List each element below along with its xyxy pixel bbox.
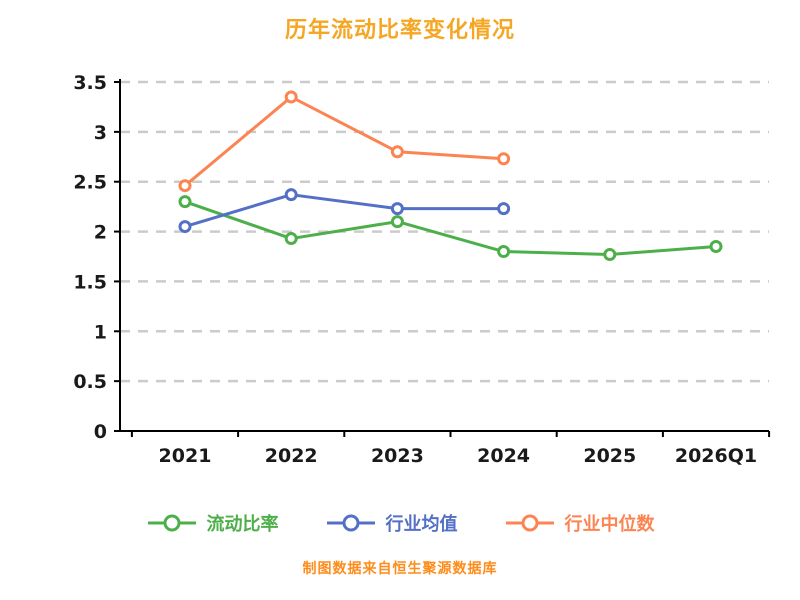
legend-label-industry-median: 行业中位数: [564, 514, 655, 535]
legend-item-current-ratio: 流动比率: [146, 510, 279, 536]
svg-text:3: 3: [94, 122, 107, 144]
svg-text:2025: 2025: [583, 445, 636, 467]
line-circle-marker-icon: [505, 514, 554, 532]
line-circle-marker-icon: [147, 514, 196, 532]
data-source-note: 制图数据来自恒生聚源数据库: [302, 561, 498, 577]
svg-text:1.5: 1.5: [73, 271, 107, 293]
legend-item-industry-median: 行业中位数: [504, 510, 655, 536]
svg-text:2021: 2021: [159, 445, 212, 467]
svg-text:2026Q1: 2026Q1: [675, 445, 757, 467]
svg-text:2024: 2024: [477, 445, 530, 467]
legend-label-industry-average: 行业均值: [385, 514, 458, 535]
legend-item-industry-average: 行业均值: [325, 510, 458, 536]
svg-text:1: 1: [94, 321, 107, 343]
legend-label-current-ratio: 流动比率: [206, 514, 279, 535]
svg-text:3.5: 3.5: [73, 72, 107, 94]
svg-text:0: 0: [94, 421, 107, 443]
svg-text:2023: 2023: [371, 445, 424, 467]
svg-text:2: 2: [94, 222, 107, 244]
svg-text:2022: 2022: [265, 445, 318, 467]
chart-title: 历年流动比率变化情况: [284, 18, 515, 43]
line-chart: 0 0.5 1 1.5 2 2.5 3 3.5 2021 2022 2023 2024 2025 2026…: [73, 72, 771, 467]
line-circle-marker-icon: [326, 514, 375, 532]
chart-legend: 流动比率 行业均值 行业中位数: [0, 510, 800, 536]
svg-text:0.5: 0.5: [73, 371, 107, 393]
svg-text:2.5: 2.5: [73, 172, 107, 194]
